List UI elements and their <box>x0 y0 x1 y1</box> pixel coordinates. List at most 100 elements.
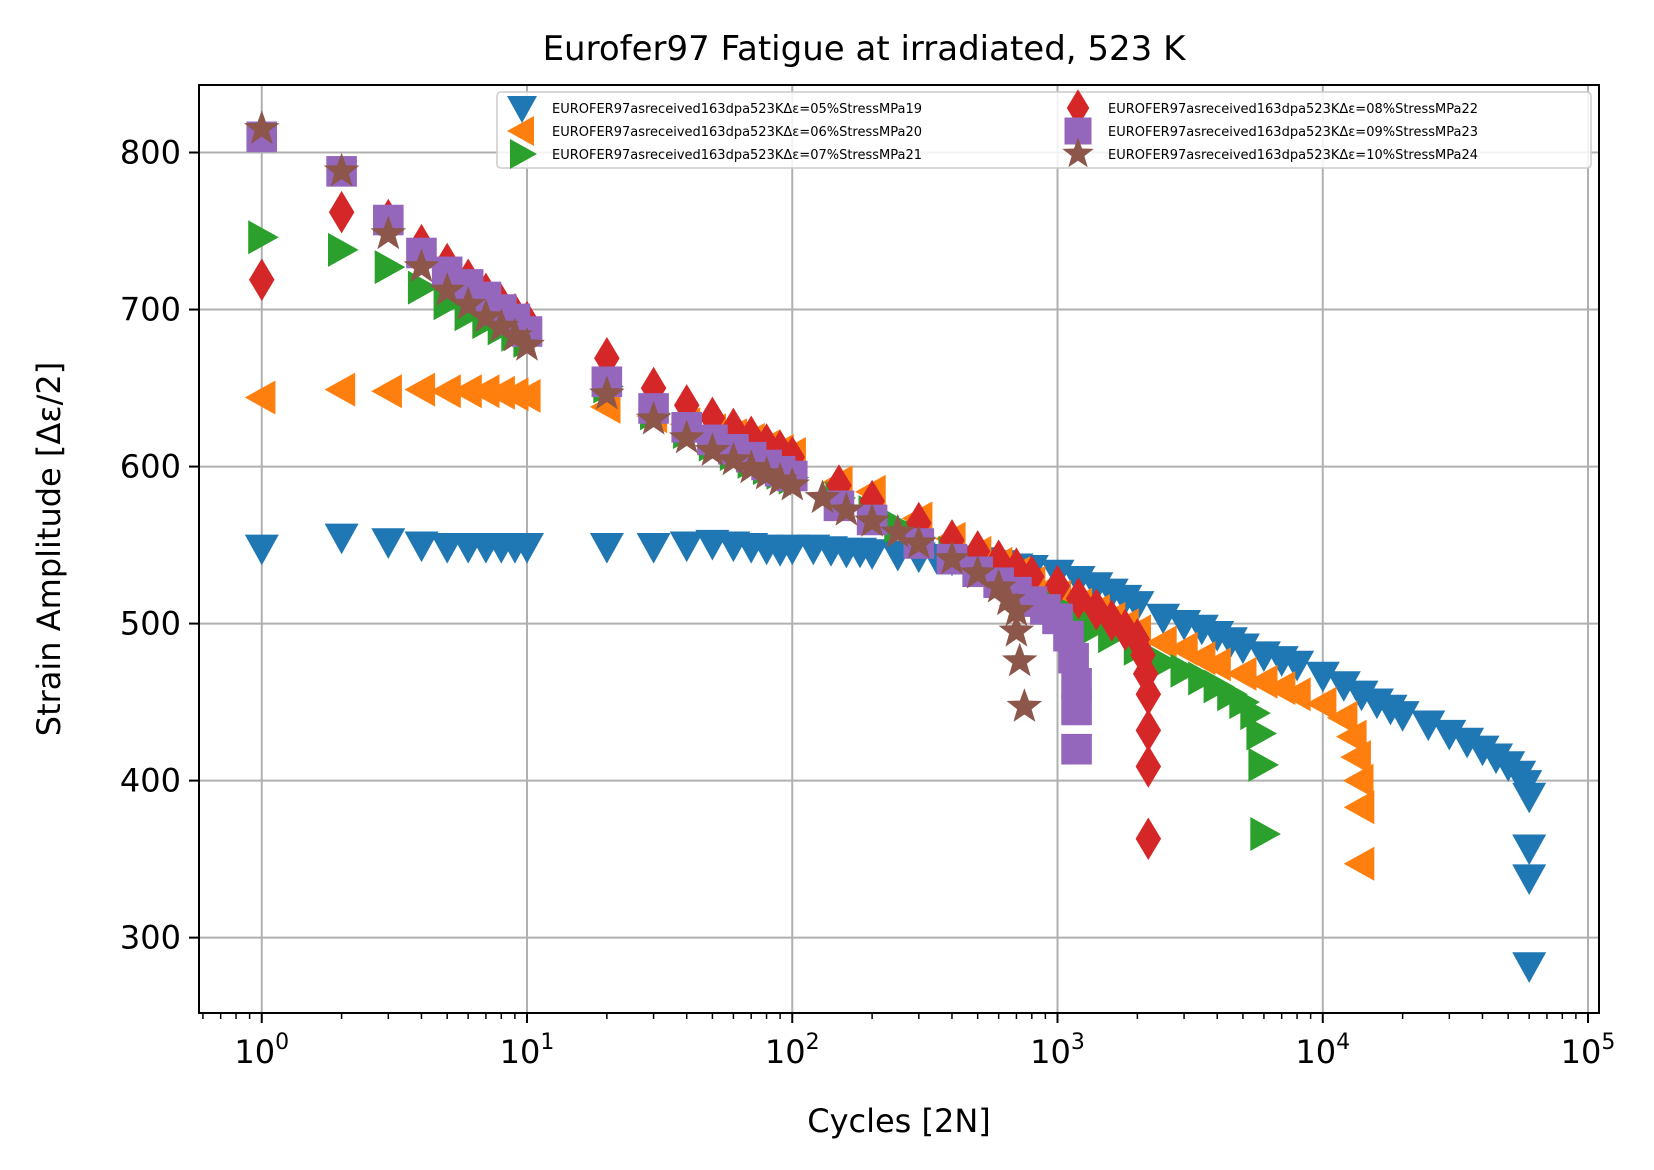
data-point <box>1280 650 1315 682</box>
legend-marker <box>507 96 537 123</box>
x-tick-label: 101 <box>500 1030 555 1071</box>
legend-marker <box>1062 137 1094 168</box>
x-tick-exponent: 1 <box>540 1030 554 1055</box>
data-point <box>1305 686 1337 721</box>
data-point <box>1149 645 1181 680</box>
data-point <box>510 378 541 413</box>
legend-label: EUROFER97asreceived163dpa523KΔε=10%Stres… <box>1108 148 1478 163</box>
data-point <box>998 612 1035 647</box>
data-point <box>854 502 890 537</box>
data-point <box>1326 700 1358 735</box>
x-tick-exponent: 2 <box>806 1030 820 1055</box>
data-point <box>1246 716 1277 751</box>
y-tick-label: 500 <box>120 605 181 643</box>
data-point <box>1112 608 1138 652</box>
data-point <box>510 533 544 564</box>
data-point <box>468 298 504 333</box>
data-point <box>468 374 500 409</box>
data-point <box>430 374 461 409</box>
data-point <box>636 533 671 564</box>
data-point <box>407 270 439 305</box>
data-point <box>371 374 402 409</box>
x-tick-base: 10 <box>765 1033 806 1071</box>
legend-box <box>496 91 1592 169</box>
data-point <box>1250 817 1281 851</box>
x-tick-exponent: 4 <box>1336 1030 1350 1055</box>
data-point <box>1146 625 1177 660</box>
x-tick-exponent: 0 <box>275 1030 289 1055</box>
series-6 <box>244 110 1043 722</box>
data-point <box>451 374 482 409</box>
data-point <box>635 400 672 435</box>
data-point <box>450 286 486 320</box>
chart-title: Eurofer97 Fatigue at irradiated, 523 K <box>543 29 1188 69</box>
data-point <box>1385 701 1420 732</box>
data-point <box>1280 677 1311 712</box>
data-point <box>980 568 1017 603</box>
data-point <box>244 380 276 415</box>
data-point <box>589 375 625 410</box>
x-tick-base: 10 <box>1561 1033 1602 1071</box>
data-point <box>1061 733 1092 765</box>
data-point <box>1061 694 1092 726</box>
data-point <box>1512 782 1547 814</box>
data-point <box>1120 591 1155 622</box>
data-point <box>249 258 275 301</box>
data-point <box>1342 763 1374 798</box>
legend-marker <box>507 116 534 146</box>
x-axis: 100 101 102 103 104 105 <box>202 1013 1616 1071</box>
y-tick-label: 300 <box>120 919 181 957</box>
data-point <box>1411 710 1446 742</box>
data-point <box>324 523 359 555</box>
x-tick-base: 10 <box>234 1033 275 1071</box>
data-point <box>328 190 355 234</box>
data-points <box>244 110 1547 983</box>
x-tick-label: 104 <box>1295 1030 1350 1071</box>
data-point <box>483 308 520 342</box>
data-point <box>374 250 406 285</box>
data-point <box>1001 642 1038 677</box>
legend: EUROFER97asreceived163dpa523KΔε=05%Stres… <box>496 89 1592 169</box>
data-point <box>328 232 359 267</box>
data-point <box>959 554 996 589</box>
data-point <box>1305 661 1340 693</box>
x-tick-exponent: 5 <box>1601 1030 1615 1055</box>
data-point <box>990 581 1026 616</box>
data-point <box>1512 952 1547 983</box>
legend-label: EUROFER97asreceived163dpa523KΔε=05%Stres… <box>552 102 922 117</box>
y-tick-label: 800 <box>120 134 181 172</box>
data-point <box>371 528 406 559</box>
data-point <box>324 372 356 407</box>
x-tick-base: 10 <box>1295 1033 1336 1071</box>
grid-lines <box>199 85 1599 1013</box>
y-tick-label: 700 <box>120 291 181 329</box>
y-axis: 300 400 500 600 700 800 <box>120 134 199 957</box>
data-point <box>1135 745 1162 788</box>
legend-marker <box>510 139 537 169</box>
data-point <box>669 531 704 563</box>
legend-label: EUROFER97asreceived163dpa523KΔε=09%Stres… <box>1108 125 1478 140</box>
x-tick-base: 10 <box>1030 1033 1071 1071</box>
legend-marker <box>1066 89 1090 127</box>
data-point <box>733 449 769 484</box>
x-tick-label: 105 <box>1561 1030 1616 1071</box>
data-point <box>1343 846 1375 881</box>
data-point <box>1432 719 1467 751</box>
data-point <box>1336 719 1367 754</box>
data-point <box>1344 680 1379 712</box>
x-tick-label: 103 <box>1030 1030 1085 1071</box>
data-point <box>1450 727 1485 759</box>
plot-frame <box>198 84 1600 1014</box>
data-point <box>1135 709 1162 752</box>
data-point <box>323 152 360 187</box>
data-point <box>762 462 798 496</box>
data-point <box>804 479 841 514</box>
data-point <box>694 432 731 466</box>
data-point <box>404 372 436 407</box>
data-point <box>668 419 705 454</box>
data-point <box>1188 661 1219 696</box>
x-tick-label: 102 <box>765 1030 820 1071</box>
